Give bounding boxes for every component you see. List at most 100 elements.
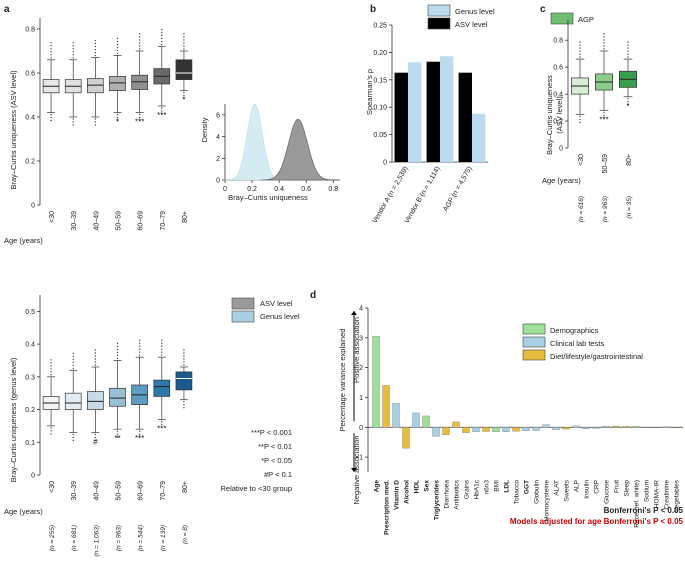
bar-Sex [422, 415, 430, 428]
outlier-point [183, 48, 185, 50]
sig-relative: Relative to <30 group [220, 484, 292, 493]
legend-swatch-Genus level [427, 4, 451, 17]
outlier-point [183, 352, 185, 354]
bar-ALP [572, 425, 580, 428]
outlier-point [94, 355, 97, 357]
outlier-point [183, 404, 185, 406]
bar-HDL [412, 412, 420, 428]
outlier-point [94, 349, 97, 351]
outlier-point [116, 37, 119, 40]
outlier-point [579, 118, 581, 121]
outlier-point [161, 345, 163, 347]
bar-Homocysteine [542, 424, 550, 428]
outlier-point [72, 45, 74, 47]
outlier-point [50, 427, 52, 429]
outlier-point [161, 28, 163, 31]
outlier-point [183, 407, 185, 409]
panel-d-label: d [310, 290, 316, 301]
outlier-point [50, 116, 52, 119]
x-category-label: Prescription med. [384, 480, 391, 535]
bar-Globulin [532, 427, 540, 431]
a-level-legend: ASV level Genus level [231, 297, 300, 323]
n-label: (n = 544) [138, 525, 145, 551]
x-category-label: <30 [49, 481, 56, 493]
x-category-label: Grains [464, 479, 471, 499]
outlier-point [94, 352, 97, 354]
outlier-point [161, 40, 163, 43]
a-density-ylabel: Density [200, 117, 209, 142]
x-tick-label: 0 [223, 186, 227, 193]
bar-LDL [502, 427, 510, 432]
outlier-point [138, 42, 141, 44]
outlier-point [116, 357, 119, 360]
outlier-point [116, 113, 119, 116]
y-tick-label: 4 [359, 306, 363, 313]
outlier-point [579, 121, 581, 124]
y-tick-label: 1 [359, 395, 363, 402]
outlier-point [94, 54, 97, 57]
c-ylabel-part2: (ASV level) [555, 96, 564, 134]
n-label: (n = 963) [602, 196, 609, 222]
y-tick-label: 0.6 [553, 65, 563, 72]
outlier-point [138, 345, 141, 347]
significance-marker: * [182, 96, 185, 105]
x-category-label: 30–39 [71, 481, 78, 501]
outlier-point [183, 358, 185, 360]
outlier-point [50, 51, 52, 53]
box-60–69 [131, 74, 148, 90]
bar-Genus level [472, 113, 486, 162]
x-category-label: HDL [414, 480, 421, 493]
outlier-point [603, 117, 605, 119]
x-category-label: n6n3 [484, 480, 491, 495]
outlier-point [161, 423, 163, 426]
panel-c-agp-boxplot: AGP Bray–Curtis uniqueness (ASV level) A… [542, 12, 637, 222]
bar-Antibiotics [452, 421, 460, 428]
d-note-adjusted: Models adjusted for age Bonferroni's P <… [510, 517, 684, 526]
negative-arrow-head [351, 468, 357, 473]
bar-Vitamin D [392, 403, 400, 428]
outlier-point [50, 54, 52, 56]
outlier-point [116, 348, 119, 351]
outlier-point [72, 358, 74, 360]
x-category-label: LDL [504, 480, 511, 493]
sig-line-2: **P < 0.01 [258, 442, 292, 451]
legend-label-asv: ASV level [260, 299, 293, 308]
y-tick-label: 0.4 [25, 115, 35, 122]
outlier-point [183, 45, 185, 47]
outlier-point [627, 98, 629, 100]
legend-label-Genus level: Genus level [455, 7, 495, 16]
x-category-label: 50–59 [116, 211, 123, 231]
legend-label: Diet/lifestyle/gastrointestinal [550, 352, 643, 361]
outlier-point [183, 33, 185, 35]
bar-ASV level [426, 61, 440, 162]
outlier-point [116, 43, 119, 46]
outlier-point [116, 430, 119, 432]
outlier-point [183, 364, 185, 366]
outlier-point [50, 430, 52, 432]
x-category-label: Race (ref. white) [634, 480, 641, 528]
outlier-point [138, 119, 141, 122]
outlier-point [161, 110, 163, 112]
outlier-point [72, 436, 74, 439]
legend-label: Clinical lab tests [550, 339, 604, 348]
bar-Creatinine [662, 426, 670, 428]
x-category-label: CRP [594, 480, 601, 494]
density-curve-0 [224, 103, 286, 181]
a-density-xlabel: Bray–Curtis uniqueness [228, 193, 308, 202]
a-top-xlabel-title: Age (years) [4, 236, 43, 245]
significance-marker: * [626, 102, 629, 111]
y-tick-label: 2 [216, 156, 220, 163]
x-category-label: Alcohol [404, 480, 411, 504]
outlier-point [627, 56, 629, 58]
box-80+ [175, 59, 193, 80]
significance-marker: ** [114, 434, 120, 443]
outlier-point [94, 39, 97, 42]
outlier-point [116, 116, 119, 119]
outlier-point [161, 31, 163, 34]
x-category-label: 50–59 [602, 154, 609, 174]
y-tick-label: 0.1 [25, 440, 35, 447]
bar-Grains [462, 427, 470, 433]
bar-Vegetables [672, 427, 680, 429]
x-category-label: Tobacco [514, 480, 521, 505]
